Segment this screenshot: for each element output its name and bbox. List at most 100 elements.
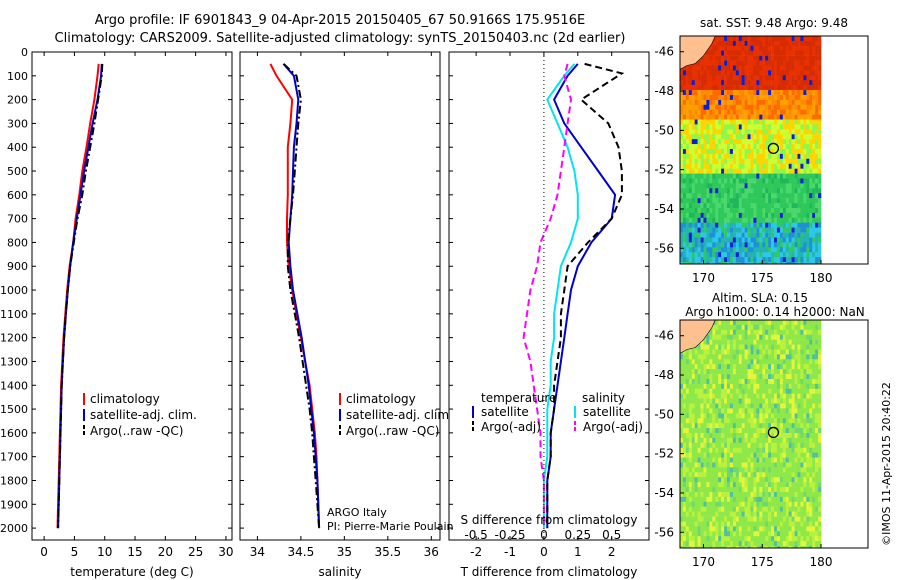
sst-map-cell xyxy=(724,257,728,263)
sst-map-cell xyxy=(779,139,784,145)
sst-map-cell xyxy=(712,114,716,120)
sst-map-cell xyxy=(750,168,754,174)
sla-map-cell xyxy=(768,398,772,404)
sst-map-cell xyxy=(709,158,713,164)
sla-map-cell xyxy=(694,433,698,439)
sst-map-cell xyxy=(791,252,795,258)
sst-map-cell xyxy=(682,247,687,253)
sla-map-cell xyxy=(818,531,822,537)
sla-map-cell xyxy=(680,364,684,370)
sst-map-cell xyxy=(782,217,786,223)
sst-map-cell xyxy=(756,232,760,238)
sst-map-cell xyxy=(753,158,757,164)
sla-map-cell xyxy=(712,359,716,365)
sla-map-cell xyxy=(688,492,692,498)
sst-map-cell xyxy=(812,40,816,47)
sst-map-cell xyxy=(680,188,684,194)
sst-map-cell xyxy=(709,109,713,115)
sst-map-cell xyxy=(735,227,739,233)
sst-map-cell xyxy=(768,247,772,253)
sla-map-cell xyxy=(712,462,716,468)
sla-map-cell xyxy=(771,324,775,331)
sst-map-cell xyxy=(756,124,760,130)
sst-map-cell xyxy=(809,173,813,179)
sst-map-cell xyxy=(791,65,795,71)
sst-map-cell xyxy=(797,134,801,140)
sla-map-cell xyxy=(774,433,778,439)
sla-map-cell xyxy=(747,433,751,439)
sst-map-cell xyxy=(703,222,707,228)
sst-map-cell xyxy=(744,75,748,81)
sla-map-cell xyxy=(694,447,698,453)
sla-map-cell xyxy=(806,521,810,527)
sst-map-cell xyxy=(794,50,798,56)
sla-map-cell xyxy=(724,428,728,434)
sla-map-cell xyxy=(815,541,819,547)
sst-map-cell xyxy=(753,227,757,233)
sla-map-cell xyxy=(774,403,778,409)
sst-map-cell xyxy=(706,144,710,150)
sst-map-cell xyxy=(756,242,760,248)
sla-map-cell xyxy=(759,536,763,542)
sst-map-cell xyxy=(794,173,798,179)
sla-map-cell xyxy=(718,398,722,404)
sst-map-cell xyxy=(685,158,690,164)
sst-map-cell xyxy=(794,119,798,125)
sst-map-cell xyxy=(762,109,766,115)
sla-map-cell xyxy=(800,393,804,399)
sla-map-cell xyxy=(729,374,734,380)
sla-map-cell xyxy=(682,531,687,537)
sla-map-cell xyxy=(703,413,707,419)
sst-map-cell xyxy=(685,90,690,96)
sla-map-cell xyxy=(744,388,748,394)
sst-map-cell xyxy=(724,65,728,71)
sst-map-cell xyxy=(735,222,739,228)
sla-map-cell xyxy=(818,329,822,335)
sst-map-cell xyxy=(809,149,813,155)
sst-map-cell xyxy=(812,212,816,219)
sla-map-cell xyxy=(697,393,701,399)
sla-map-cell xyxy=(815,408,819,414)
sla-map-cell xyxy=(732,482,737,488)
sst-map-cell xyxy=(762,252,766,258)
sla-map-cell xyxy=(771,379,775,385)
sst-map-cell xyxy=(724,203,728,209)
sst-map-cell xyxy=(738,144,742,150)
sst-map-cell xyxy=(782,257,786,263)
sla-map-cell xyxy=(785,541,789,547)
sla-map-cell xyxy=(747,423,751,429)
sla-map-cell xyxy=(779,541,784,547)
sst-map-cell xyxy=(800,252,804,258)
sla-map-cell xyxy=(694,457,698,463)
sst-map-cell xyxy=(750,242,754,248)
sla-map-cell xyxy=(774,447,778,453)
sst-map-cell xyxy=(694,212,698,219)
sst-map-cell xyxy=(815,104,819,110)
sla-map-cell xyxy=(771,516,775,522)
sla-map-cell xyxy=(724,526,728,532)
sst-map-cell xyxy=(729,50,734,56)
sst-map-cell xyxy=(700,153,704,160)
sst-map-cell xyxy=(762,144,766,150)
sla-map-cell xyxy=(774,329,778,335)
sst-map-cell xyxy=(803,99,807,106)
sla-map-cell xyxy=(729,442,734,448)
sst-map-cell xyxy=(797,227,801,233)
sla-map-cell xyxy=(688,511,692,517)
sst-map-cell xyxy=(703,153,707,160)
sst-map-cell xyxy=(721,149,725,155)
sst-map-cell xyxy=(774,104,778,110)
sst-map-cell xyxy=(756,262,760,264)
sla-map-cell xyxy=(732,487,737,493)
sst-map-cell xyxy=(706,247,710,253)
sla-map-cell xyxy=(768,329,772,335)
sla-map-cell xyxy=(738,364,742,370)
sst-map-cell xyxy=(694,65,698,71)
sst-map-cell xyxy=(803,139,807,145)
sla-map-cell xyxy=(809,467,813,473)
sla-map-cell xyxy=(732,521,737,527)
sla-map-cell xyxy=(724,462,728,468)
sla-map-cell xyxy=(706,437,710,444)
sst-map-cell xyxy=(818,70,822,76)
sla-map-cell xyxy=(744,398,748,404)
